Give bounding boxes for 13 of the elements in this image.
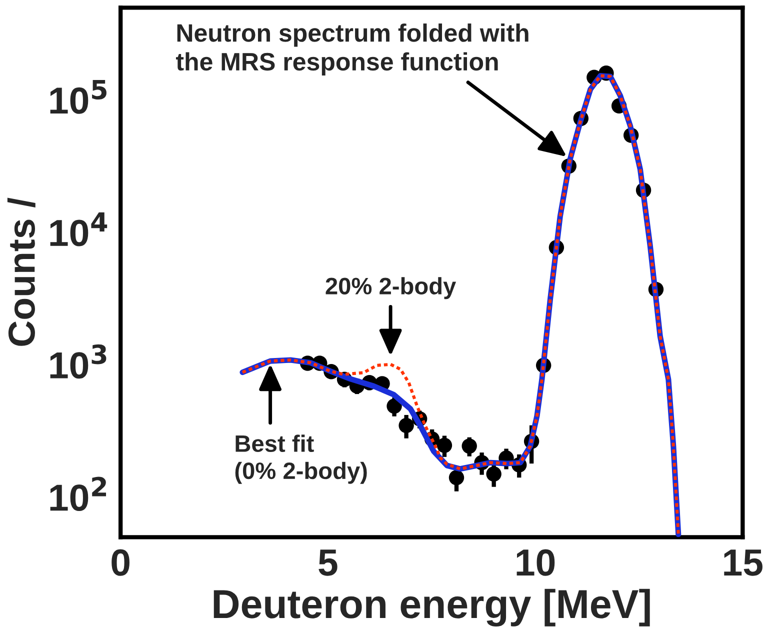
x-tick-label: 15 [724, 550, 762, 576]
y-tick-label: 10$^{2}$ [50, 476, 106, 512]
y-tick-label: 10$^{5}$ [50, 80, 106, 114]
annotation: Best fit (0% 2-body) [235, 434, 367, 484]
x-axis-title: Deuteron energy [MeV] [214, 588, 650, 627]
annotation: 20% 2-body [326, 277, 456, 300]
x-tick-label: 5 [318, 550, 338, 576]
y-tick-label: 10$^{3}$ [50, 344, 106, 379]
x-tick-label: 0 [112, 549, 130, 576]
x-tick-label: 10 [516, 549, 555, 576]
y-axis-title: Counts / [7, 198, 36, 346]
y-tick-label: 10$^{4}$ [50, 212, 108, 246]
annotation: Neutron spectrum folded with the MRS response function [176, 24, 528, 76]
